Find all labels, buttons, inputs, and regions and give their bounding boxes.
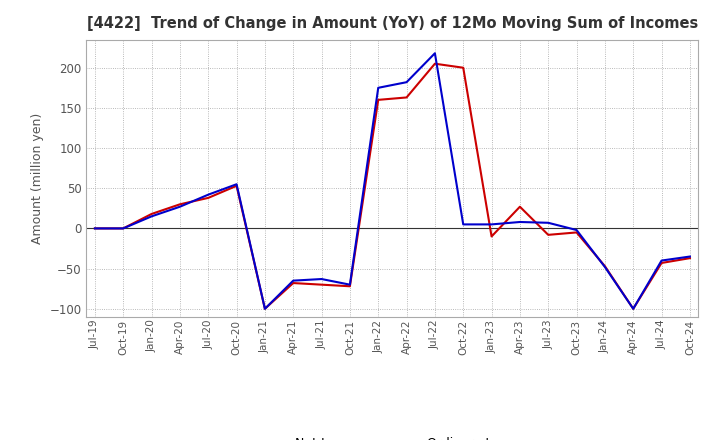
Net Income	[572, 230, 581, 235]
Ordinary Income	[629, 306, 637, 312]
Net Income	[91, 226, 99, 231]
Ordinary Income	[318, 276, 326, 282]
Legend: Net Income, Ordinary Income: Net Income, Ordinary Income	[248, 432, 536, 440]
Ordinary Income	[119, 226, 127, 231]
Net Income	[374, 97, 382, 103]
Ordinary Income	[600, 264, 609, 270]
Ordinary Income	[204, 192, 212, 197]
Ordinary Income	[572, 227, 581, 233]
Ordinary Income	[346, 282, 354, 287]
Net Income	[459, 65, 467, 70]
Net Income	[516, 204, 524, 209]
Net Income	[318, 282, 326, 287]
Ordinary Income	[261, 306, 269, 312]
Net Income	[176, 202, 184, 207]
Line: Net Income: Net Income	[95, 64, 690, 309]
Net Income	[600, 264, 609, 269]
Ordinary Income	[516, 220, 524, 225]
Net Income	[148, 211, 156, 216]
Y-axis label: Amount (million yen): Amount (million yen)	[31, 113, 44, 244]
Ordinary Income	[544, 220, 552, 225]
Net Income	[629, 306, 637, 312]
Net Income	[431, 61, 439, 66]
Net Income	[233, 183, 241, 188]
Line: Ordinary Income: Ordinary Income	[95, 53, 690, 309]
Ordinary Income	[176, 204, 184, 209]
Net Income	[261, 306, 269, 312]
Net Income	[346, 284, 354, 289]
Ordinary Income	[487, 222, 496, 227]
Net Income	[544, 232, 552, 238]
Ordinary Income	[685, 254, 694, 259]
Net Income	[289, 280, 297, 286]
Ordinary Income	[431, 51, 439, 56]
Ordinary Income	[91, 226, 99, 231]
Net Income	[204, 195, 212, 201]
Net Income	[685, 256, 694, 261]
Net Income	[657, 260, 666, 266]
Ordinary Income	[374, 85, 382, 91]
Ordinary Income	[657, 258, 666, 263]
Ordinary Income	[148, 214, 156, 219]
Ordinary Income	[402, 80, 411, 85]
Title: [4422]  Trend of Change in Amount (YoY) of 12Mo Moving Sum of Incomes: [4422] Trend of Change in Amount (YoY) o…	[87, 16, 698, 32]
Net Income	[402, 95, 411, 100]
Ordinary Income	[459, 222, 467, 227]
Ordinary Income	[289, 278, 297, 283]
Net Income	[487, 234, 496, 239]
Ordinary Income	[233, 182, 241, 187]
Net Income	[119, 226, 127, 231]
